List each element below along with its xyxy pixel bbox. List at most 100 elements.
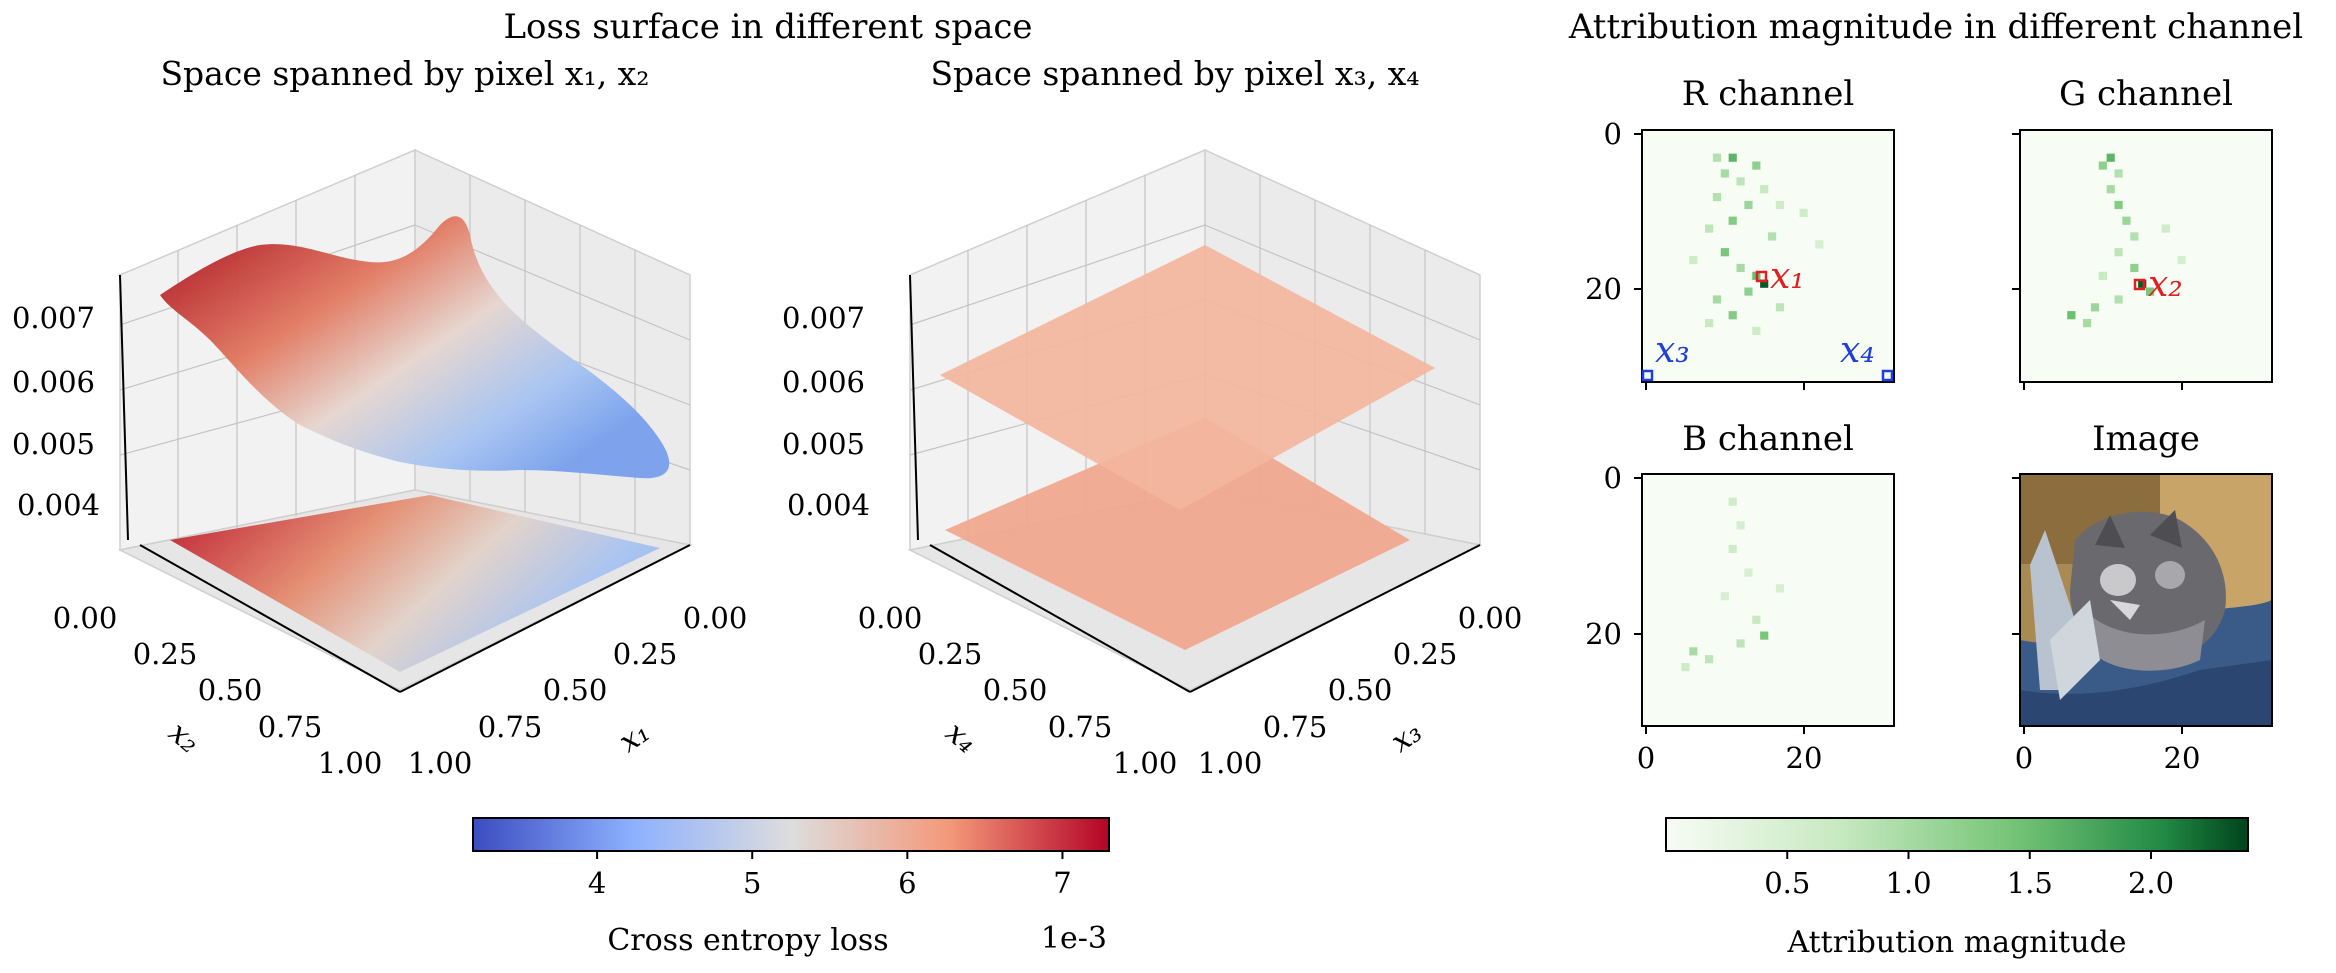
image-border	[2019, 473, 2273, 727]
heatmap-cell	[1752, 161, 1761, 170]
heatmap-cell	[1720, 592, 1729, 601]
surface-plot-x3x4: Space spanned by pixel x₃, x₄ 0.007 0.00…	[782, 54, 1522, 780]
left-figure-title: Loss surface in different space	[503, 7, 1032, 47]
heatmap-cell	[1752, 615, 1761, 624]
x3-label: x₃	[1655, 330, 1690, 371]
heatmap-title: Image	[2092, 419, 2200, 459]
loss-surface	[160, 216, 670, 479]
x-tick: 1.00	[408, 746, 473, 780]
z-tick: 0.007	[782, 301, 865, 335]
colorbar-tick-label: 1.0	[1885, 866, 1931, 900]
colorbar-gradient	[472, 817, 1110, 852]
colorbar-tick-label: 1.5	[2007, 866, 2053, 900]
z-axis-line	[909, 274, 919, 541]
colorbar-tick-label: 4	[588, 866, 606, 900]
x-tick: 0.75	[1263, 710, 1328, 744]
z-tick: 0.004	[787, 488, 870, 522]
x-tick: 20	[1786, 741, 1823, 775]
attribution-colorbar: 0.5 1.0 1.5 2.0 Attribution magnitude	[1665, 817, 2249, 960]
heatmap-cell	[1760, 279, 1769, 288]
surface-plot-title: Space spanned by pixel x₁, x₂	[160, 54, 649, 93]
heatmap-cell	[1775, 200, 1785, 210]
x-tick: 0.50	[543, 673, 608, 707]
heatmap-cell	[1712, 193, 1722, 202]
colorbar-tick-label: 5	[743, 866, 761, 900]
colorbar-label: Cross entropy loss	[607, 923, 888, 958]
heatmap-cells	[1681, 497, 1785, 672]
heatmap-r-channel: R channel 0 20 x₁ x₃ x₄	[1585, 74, 1895, 390]
heatmap-cell	[1799, 208, 1808, 217]
colorbar-ticks: 4 5 6 7	[588, 851, 1072, 900]
heatmap-cell	[1744, 568, 1753, 577]
floor-contour	[945, 418, 1410, 650]
x-tick: 0.50	[1328, 673, 1393, 707]
y-tick: 1.00	[1113, 746, 1178, 780]
heatmap-cell	[1712, 295, 1722, 304]
y-tick: 0.50	[198, 673, 263, 707]
heatmap-cell	[2122, 216, 2131, 225]
x-tick: 1.00	[1198, 746, 1263, 780]
z-axis-line	[119, 274, 129, 541]
heatmap-cell	[2114, 200, 2123, 210]
heatmap-cell	[1728, 497, 1737, 506]
colorbar-label: Attribution magnitude	[1786, 925, 2126, 960]
heatmap-cell	[1681, 663, 1690, 672]
loss-surface	[940, 245, 1435, 510]
heatmap-cell	[2161, 224, 2170, 233]
y-axis-label: x₂	[162, 715, 207, 760]
x2-marker	[2133, 278, 2146, 291]
colorbar-gradient	[1665, 817, 2249, 852]
heatmap-cell	[2130, 232, 2139, 241]
heatmap-cell	[1760, 631, 1769, 640]
heatmap-border	[1641, 473, 1895, 727]
y-tick: 20	[1585, 617, 1622, 651]
y-tick: 1.00	[318, 746, 383, 780]
right-figure-title: Attribution magnitude in different chann…	[1568, 7, 2303, 47]
y-tick: 0.25	[918, 637, 983, 671]
heatmap-cell	[1744, 200, 1753, 210]
colorbar-tick-label: 0.5	[1764, 866, 1810, 900]
heatmap-cell	[1728, 311, 1737, 320]
x1-marker	[1755, 270, 1768, 283]
x-axis-line	[1189, 544, 1481, 693]
heatmap-cells	[2067, 153, 2186, 328]
heatmap-cell	[1775, 303, 1785, 312]
heatmap-b-channel: B channel 0 20 0 20	[1585, 419, 1895, 775]
z-tick: 0.005	[12, 427, 95, 461]
heatmap-cell	[1736, 639, 1745, 648]
heatmap-cell	[2114, 248, 2123, 257]
heatmap-cell	[1720, 248, 1729, 257]
colorbar-ticks: 0.5 1.0 1.5 2.0	[1764, 851, 2174, 900]
heatmap-cell	[1736, 521, 1745, 530]
heatmap-cell	[2098, 271, 2107, 280]
heatmap-title: B channel	[1682, 419, 1854, 459]
z-tick: 0.007	[12, 301, 95, 335]
colorbar-offset: 1e-3	[1041, 921, 1107, 956]
y-tick: 0.75	[1048, 710, 1113, 744]
y-tick: 0	[1604, 461, 1622, 495]
surface-plot-x1x2: Space spanned by pixel x₁, x₂	[12, 54, 747, 780]
heatmap-cell	[1705, 224, 1714, 233]
heatmap-cell	[1720, 169, 1729, 178]
x3-marker	[1641, 369, 1654, 382]
loss-colorbar: 4 5 6 7 Cross entropy loss 1e-3	[472, 817, 1110, 958]
floor-contour	[170, 495, 660, 672]
cat-image	[2020, 474, 2272, 726]
heatmap-cell	[1705, 319, 1714, 328]
x-tick: 0	[2015, 741, 2033, 775]
heatmap-cell	[1752, 326, 1761, 336]
x-axis-label: x₃	[1385, 715, 1429, 760]
x4-label: x₄	[1840, 330, 1875, 371]
heatmap-cell	[1728, 544, 1737, 554]
y-tick: 0.25	[133, 637, 198, 671]
heatmap-cell	[2106, 185, 2115, 194]
heatmap-g-channel: G channel x₂	[2012, 74, 2273, 390]
heatmap-frame	[2019, 129, 2273, 383]
heatmap-cell	[1728, 216, 1737, 225]
z-tick: 0.006	[782, 365, 865, 399]
heatmap-cell	[2146, 287, 2155, 296]
y-axis-label: x₄	[939, 715, 984, 760]
x-tick: 0.75	[478, 710, 543, 744]
heatmap-cell	[1736, 263, 1745, 273]
